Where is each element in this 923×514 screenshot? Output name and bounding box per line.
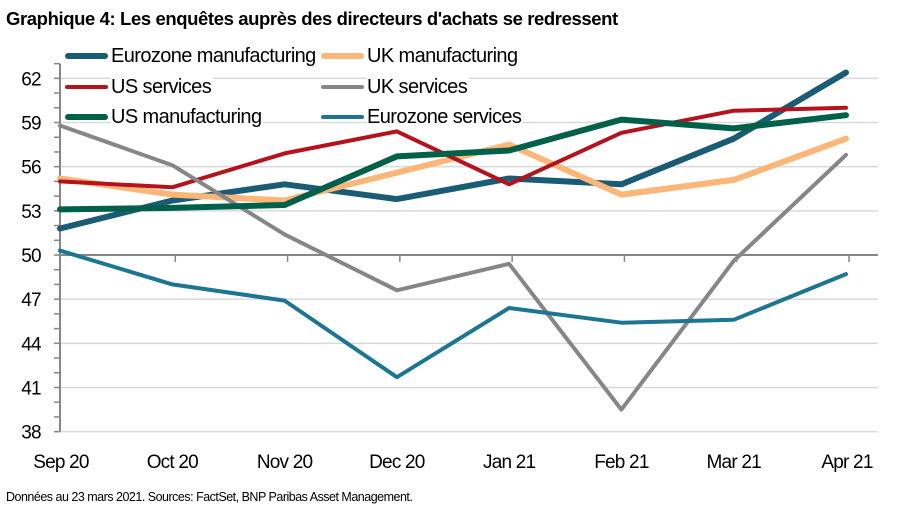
legend-label: US services [111,75,214,99]
legend-item: Eurozone services [321,105,524,129]
legend-swatch [65,53,108,59]
legend-label: US manufacturing [111,105,264,129]
legend-label: Eurozone manufacturing [111,44,318,68]
x-tick-label: Sep 20 [33,452,89,473]
legend-label: UK services [367,75,470,99]
chart-title: Graphique 4: Les enquêtes auprès des dir… [6,8,618,29]
y-axis: 38 41 44 47 50 53 56 59 62 [21,62,61,444]
legend-swatch [321,115,364,119]
source-note: Données au 23 mars 2021. Sources: FactSe… [6,490,413,504]
legend-swatch [65,114,108,120]
series-line-eurozone-services [58,248,848,380]
y-tick-label: 59 [21,114,41,135]
legend-item: UK services [321,75,470,99]
y-tick-label: 50 [21,246,41,267]
x-tick-label: Apr 21 [821,452,872,473]
legend-swatch [321,53,364,59]
legend-label: UK manufacturing [367,44,520,68]
y-tick-label: 62 [21,69,41,90]
y-tick-label: 41 [21,378,41,399]
legend-swatch [65,85,108,89]
y-tick-label: 47 [21,290,41,311]
x-axis: Sep 20 Oct 20 Nov 20 Dec 20 Jan 21 Feb 21 Mar … [33,254,878,473]
x-tick-label: Jan 21 [483,452,535,473]
series-lines [57,69,849,412]
x-tick-label: Dec 20 [369,452,425,473]
y-tick-label: 53 [21,202,41,223]
legend-item: US manufacturing [65,105,264,129]
x-tick-label: Oct 20 [147,452,198,473]
x-tick-label: Feb 21 [594,452,649,473]
y-tick-label: 38 [21,423,41,444]
legend-label: Eurozone services [367,105,524,129]
legend-item: UK manufacturing [321,44,520,68]
legend-item: Eurozone manufacturing [65,44,318,68]
y-tick-label: 44 [21,334,42,355]
legend-swatch [321,85,364,89]
legend-item: US services [65,75,214,99]
series-line-us-manufacturing [57,112,849,213]
y-tick-label: 56 [21,158,41,179]
x-tick-label: Nov 20 [257,452,313,473]
series-line-us-services [58,105,848,190]
x-tick-label: Mar 21 [707,452,762,473]
series-line-uk-services [58,123,848,412]
